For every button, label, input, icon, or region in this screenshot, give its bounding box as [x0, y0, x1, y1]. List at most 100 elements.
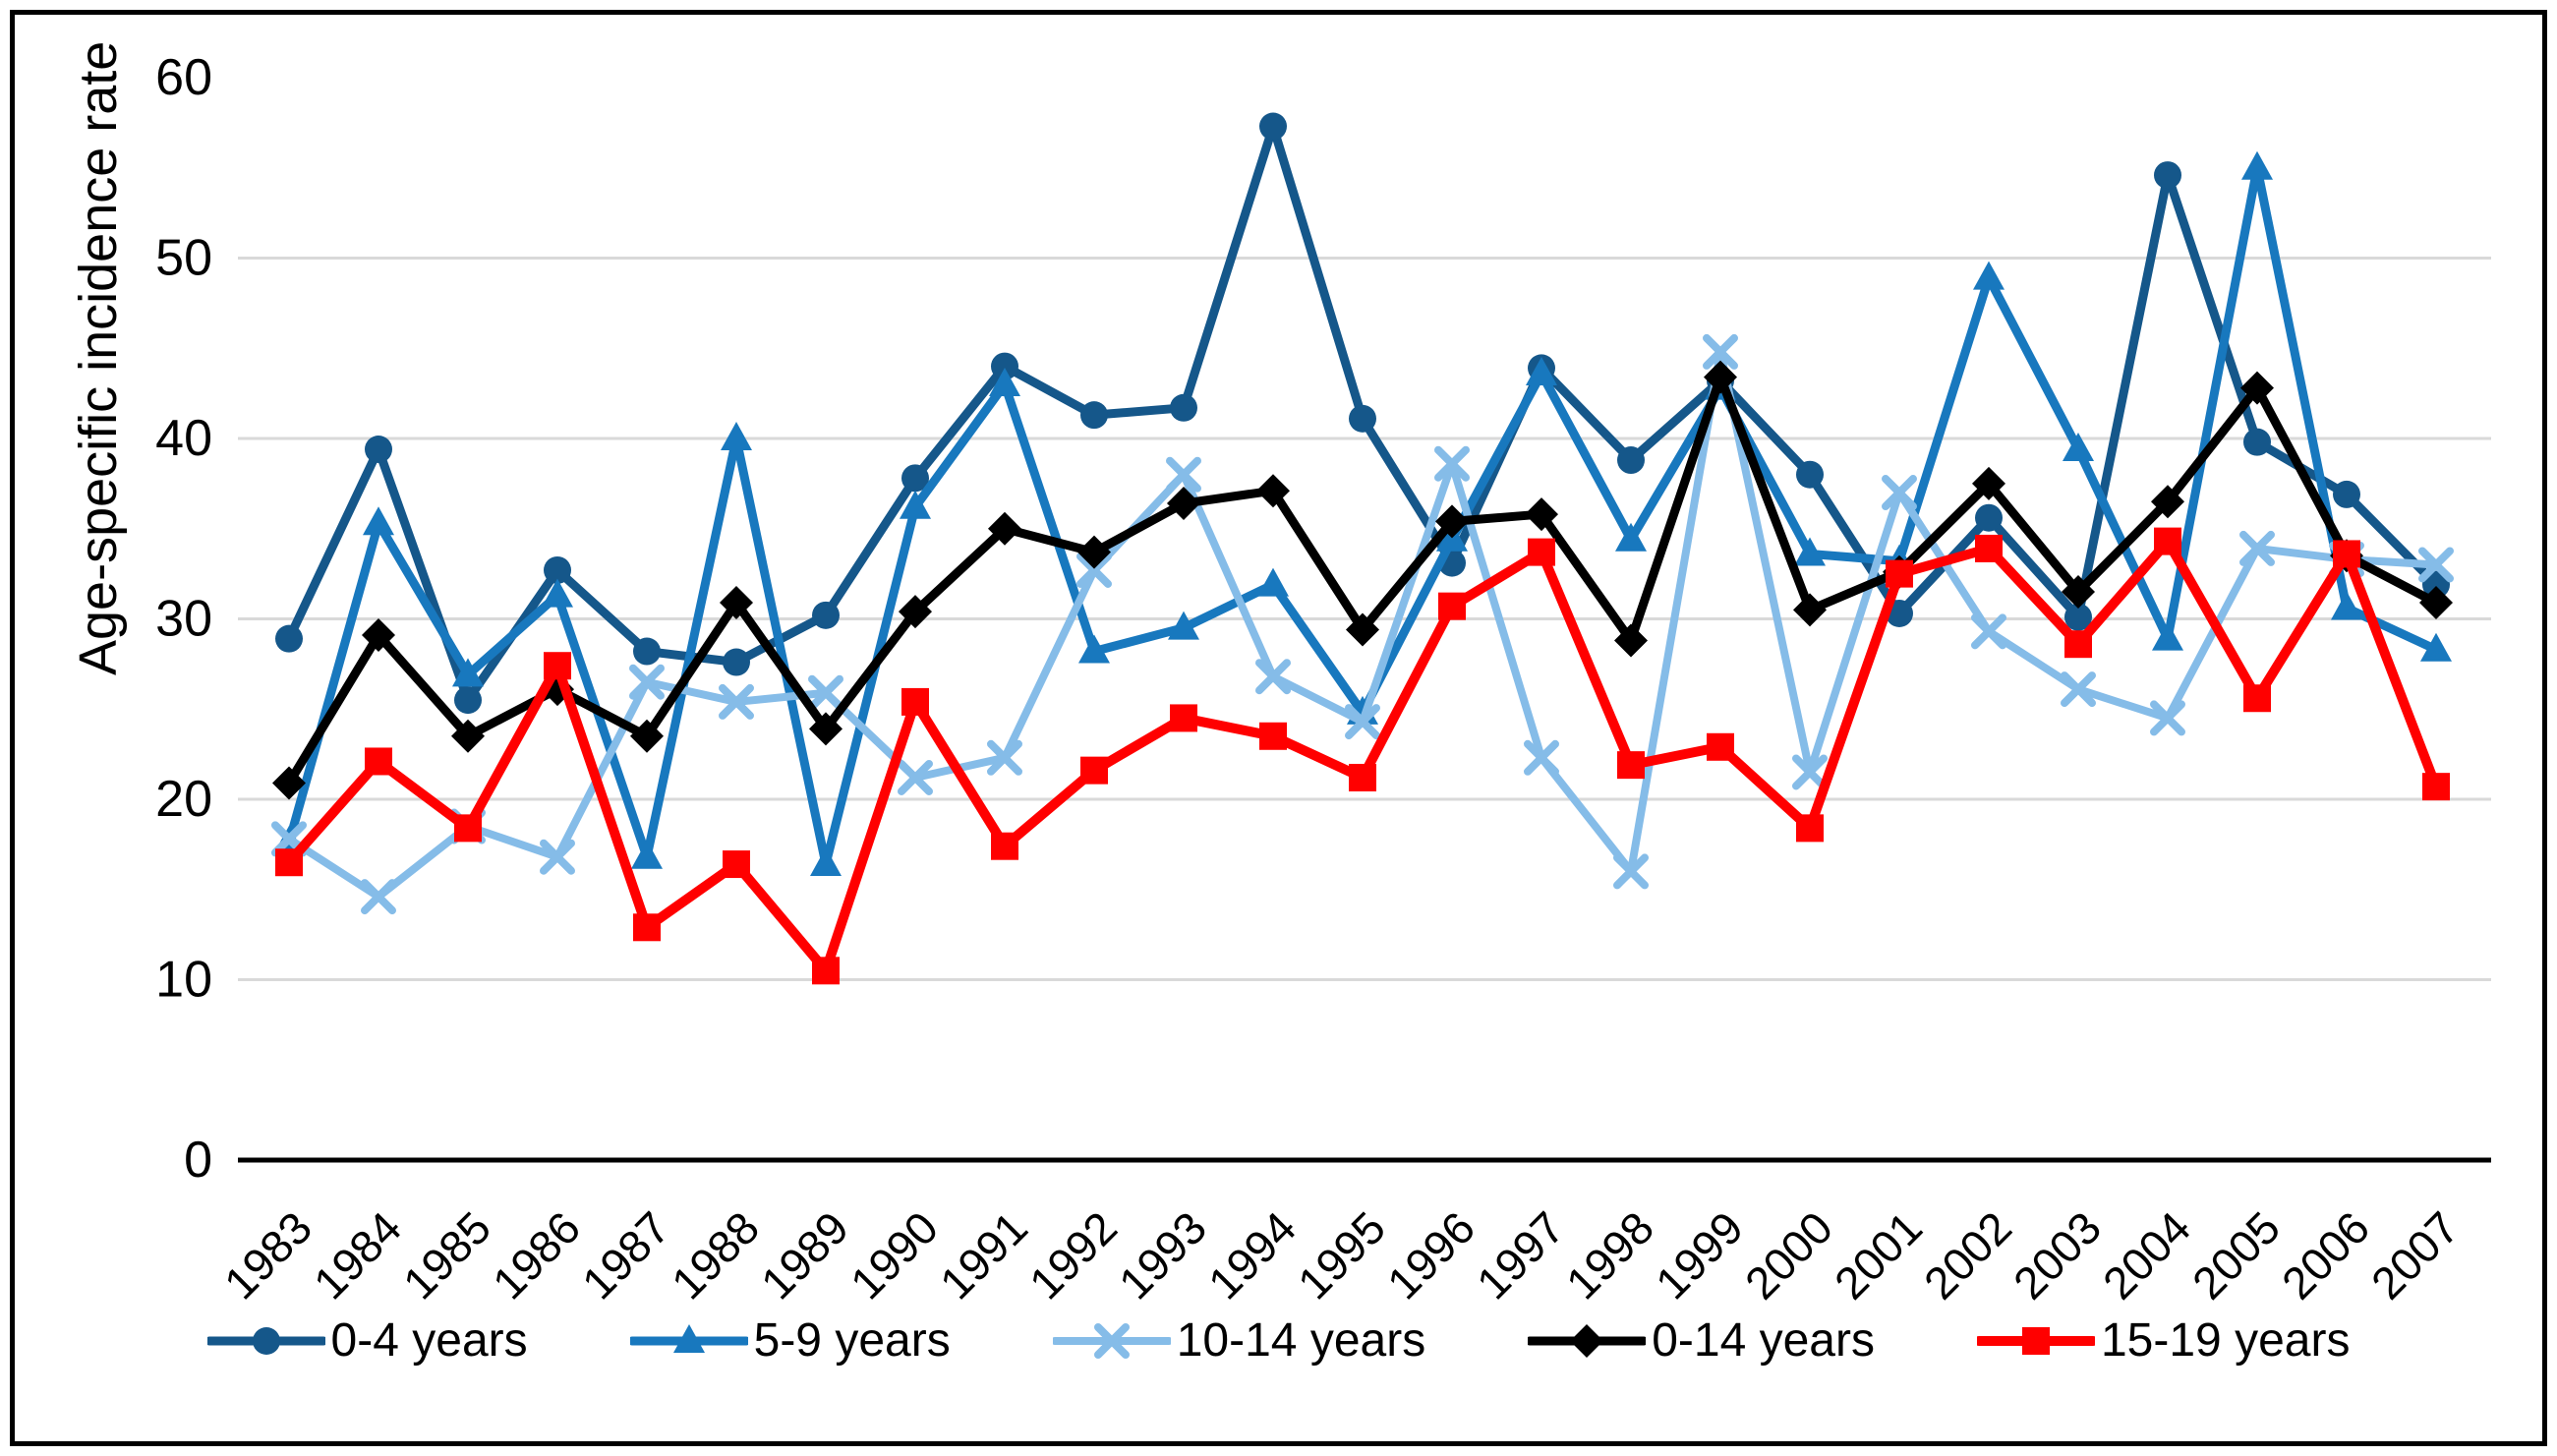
- data-point-x: [898, 759, 933, 795]
- x-tick-label-1998: 1998: [1556, 1201, 1663, 1309]
- y-tick-label-30: 30: [155, 591, 212, 648]
- x-tick-label-1999: 1999: [1646, 1201, 1753, 1309]
- data-point-x: [629, 664, 665, 700]
- data-point-diamond: [809, 712, 843, 746]
- data-point-x: [1882, 475, 1917, 511]
- legend-item-5-9-years: 5-9 years: [629, 1313, 951, 1368]
- data-point-circle: [633, 637, 661, 666]
- data-point-x: [1703, 333, 1738, 370]
- data-point-x: [1076, 552, 1112, 588]
- x-tick-label-2000: 2000: [1735, 1201, 1842, 1309]
- x-tick-label-1989: 1989: [751, 1201, 858, 1309]
- x-tick-label-2006: 2006: [2272, 1201, 2379, 1309]
- data-point-diamond: [2419, 585, 2453, 619]
- data-point-x: [1255, 659, 1291, 695]
- y-tick-label-0: 0: [184, 1132, 212, 1189]
- legend-label: 5-9 years: [753, 1314, 951, 1367]
- data-point-diamond: [2062, 574, 2095, 609]
- data-point-x: [808, 674, 843, 711]
- x-tick-label-1991: 1991: [930, 1201, 1037, 1309]
- x-tick-label-1995: 1995: [1288, 1201, 1395, 1309]
- x-tick-label-1986: 1986: [483, 1201, 590, 1309]
- legend-marker-triangle-icon: [672, 1323, 705, 1353]
- data-point-circle: [1349, 404, 1376, 433]
- legend-marker-x-icon: [1093, 1322, 1130, 1359]
- data-point-circle: [2243, 428, 2271, 456]
- data-point-diamond: [362, 618, 395, 653]
- data-point-circle: [991, 352, 1018, 380]
- data-point-circle: [454, 686, 482, 715]
- data-point-diamond: [988, 511, 1021, 546]
- x-tick-label-1983: 1983: [214, 1201, 321, 1309]
- x-tick-label-1985: 1985: [393, 1201, 500, 1309]
- data-point-diamond: [2240, 371, 2274, 405]
- data-point-triangle: [810, 847, 842, 877]
- legend-marker-square-icon: [2021, 1326, 2050, 1355]
- data-point-x: [361, 879, 396, 915]
- data-point-triangle: [1078, 634, 1110, 664]
- data-point-triangle: [900, 490, 931, 519]
- data-point-triangle: [1615, 522, 1647, 552]
- data-point-square: [1707, 732, 1734, 761]
- data-point-diamond: [1525, 497, 1558, 532]
- x-tick-label-1992: 1992: [1019, 1201, 1127, 1309]
- data-point-x: [1434, 445, 1470, 482]
- legend-marker-circle-icon: [252, 1326, 280, 1355]
- data-point-diamond: [1704, 360, 1737, 394]
- data-point-square: [365, 747, 392, 776]
- data-point-triangle: [2241, 150, 2273, 180]
- data-point-diamond: [720, 585, 753, 619]
- data-point-x: [540, 839, 575, 875]
- data-point-diamond: [1435, 504, 1469, 539]
- data-point-circle: [1796, 460, 1824, 489]
- legend-marker-diamond-icon: [1570, 1323, 1604, 1358]
- data-point-circle: [2333, 480, 2360, 508]
- data-point-diamond: [1614, 623, 1648, 658]
- data-point-square: [1796, 814, 1824, 843]
- data-point-square: [633, 913, 661, 942]
- data-point-x: [1345, 704, 1380, 740]
- x-tick-label-1990: 1990: [841, 1201, 948, 1309]
- y-tick-label-20: 20: [155, 771, 212, 828]
- legend-swatch-x: [1052, 1322, 1171, 1359]
- data-point-square: [991, 832, 1018, 860]
- data-point-circle: [1080, 401, 1108, 430]
- data-point-circle: [2064, 603, 2092, 631]
- data-point-triangle: [1973, 261, 2005, 290]
- data-point-x: [987, 739, 1022, 776]
- data-point-square: [1975, 534, 2003, 562]
- y-tick-label-50: 50: [155, 230, 212, 287]
- data-point-x: [1524, 739, 1559, 776]
- data-point-triangle: [542, 578, 573, 608]
- data-point-diamond: [2151, 485, 2184, 519]
- data-point-square: [2154, 527, 2181, 555]
- data-point-square: [1349, 763, 1376, 791]
- x-tick-label-1996: 1996: [1377, 1201, 1484, 1309]
- data-point-square: [1080, 756, 1108, 785]
- data-point-square: [1528, 538, 1555, 566]
- data-point-circle: [1259, 112, 1287, 141]
- legend-swatch-diamond: [1528, 1323, 1647, 1358]
- legend-item-0-4-years: 0-4 years: [206, 1313, 528, 1368]
- data-point-x: [1613, 853, 1649, 890]
- y-tick-label-10: 10: [155, 952, 212, 1009]
- data-point-triangle: [1257, 567, 1289, 597]
- data-point-triangle: [2063, 433, 2094, 462]
- y-tick-label-40: 40: [155, 410, 212, 467]
- x-tick-label-1987: 1987: [572, 1201, 679, 1309]
- figure-frame: [10, 10, 2547, 1446]
- x-tick-label-1994: 1994: [1198, 1201, 1306, 1309]
- data-point-circle: [1617, 446, 1645, 475]
- legend-swatch-circle: [206, 1326, 325, 1355]
- data-point-diamond: [1793, 593, 1827, 627]
- data-point-triangle: [452, 658, 484, 687]
- data-point-diamond: [630, 719, 664, 753]
- data-point-triangle: [721, 422, 752, 450]
- data-point-square: [1259, 722, 1287, 750]
- data-point-circle: [2154, 161, 2181, 190]
- data-point-square: [723, 850, 750, 879]
- x-tick-label-2003: 2003: [2004, 1201, 2111, 1309]
- data-point-square: [812, 957, 840, 985]
- data-point-circle: [2422, 570, 2450, 599]
